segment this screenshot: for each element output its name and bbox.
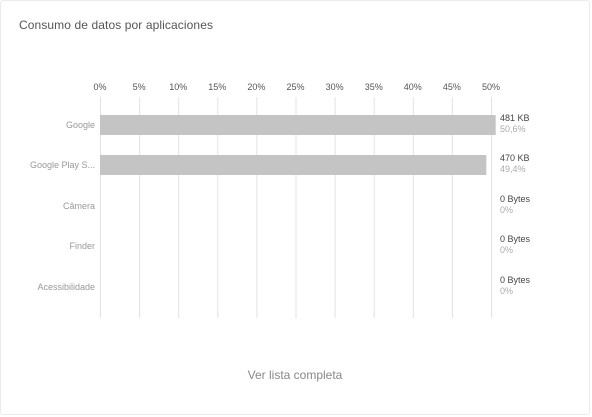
category-label: Acessibilidade: [37, 282, 95, 292]
percent-label: 50,6%: [500, 124, 526, 134]
x-tick-label: 25%: [286, 82, 304, 92]
category-label: Google: [66, 120, 95, 130]
category-label: Câmera: [63, 201, 95, 211]
value-label: 470 KB: [500, 153, 530, 163]
x-tick-label: 0%: [93, 82, 106, 92]
x-tick-label: 15%: [208, 82, 226, 92]
value-label: 0 Bytes: [500, 194, 531, 204]
bar-0[interactable]: [100, 115, 496, 135]
x-tick-label: 30%: [326, 82, 344, 92]
x-tick-label: 50%: [482, 82, 500, 92]
value-label: 0 Bytes: [500, 234, 531, 244]
view-full-list-link[interactable]: Ver lista completa: [247, 368, 343, 382]
x-tick-label: 45%: [443, 82, 461, 92]
percent-label: 49,4%: [500, 164, 526, 174]
bar-1[interactable]: [100, 155, 487, 175]
x-tick-label: 10%: [169, 82, 187, 92]
percent-label: 0%: [500, 205, 513, 215]
category-label: Google Play S...: [30, 160, 95, 170]
percent-label: 0%: [500, 245, 513, 255]
x-tick-label: 40%: [404, 82, 422, 92]
x-tick-label: 5%: [133, 82, 146, 92]
x-tick-label: 35%: [365, 82, 383, 92]
percent-label: 0%: [500, 286, 513, 296]
card-title: Consumo de datos por aplicaciones: [19, 18, 214, 32]
category-label: Finder: [69, 241, 95, 251]
value-label: 481 KB: [500, 113, 530, 123]
value-label: 0 Bytes: [500, 275, 531, 285]
x-tick-label: 20%: [247, 82, 265, 92]
